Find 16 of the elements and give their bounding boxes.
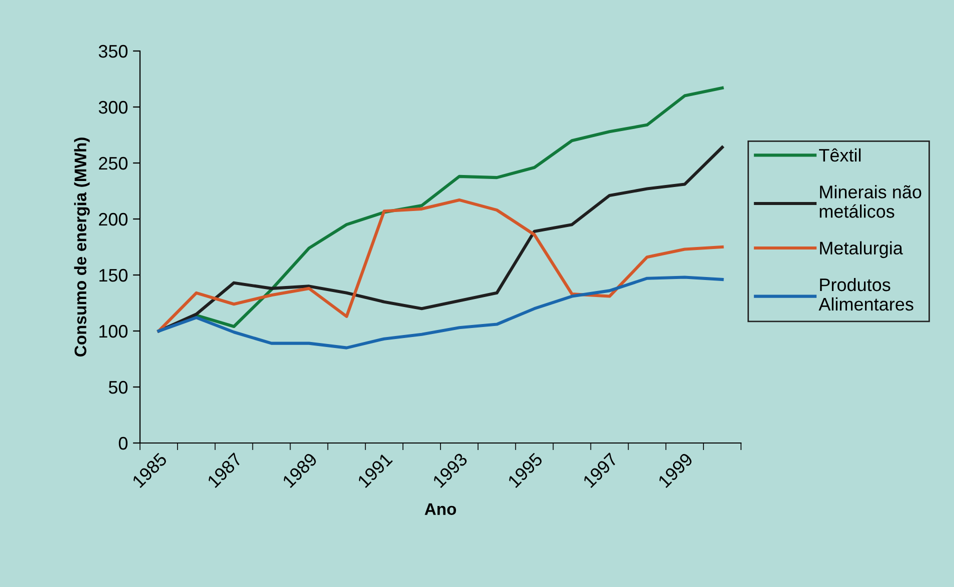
legend-label: Têxtil: [819, 148, 861, 162]
y-tick-label: 100: [99, 324, 128, 338]
line-series: [157, 276, 724, 350]
y-tick-label: 0: [118, 436, 128, 450]
y-tick-label: 350: [98, 44, 128, 58]
legend-label: Produtos Alimentares: [818, 278, 914, 311]
line-series: [157, 198, 724, 333]
y-tick-label: 300: [98, 100, 128, 114]
y-axis-title: Consumo de energia (MWh): [74, 138, 90, 356]
legend-label: Minerais não metálicos: [820, 185, 922, 218]
y-tick-label: 200: [98, 212, 128, 226]
y-tick-label: 250: [98, 156, 128, 170]
y-tick-label: 150: [99, 268, 128, 282]
legend-label: Metalurgia: [820, 241, 903, 258]
y-tick-label: 50: [108, 380, 128, 394]
x-axis-title: Ano: [424, 503, 456, 515]
